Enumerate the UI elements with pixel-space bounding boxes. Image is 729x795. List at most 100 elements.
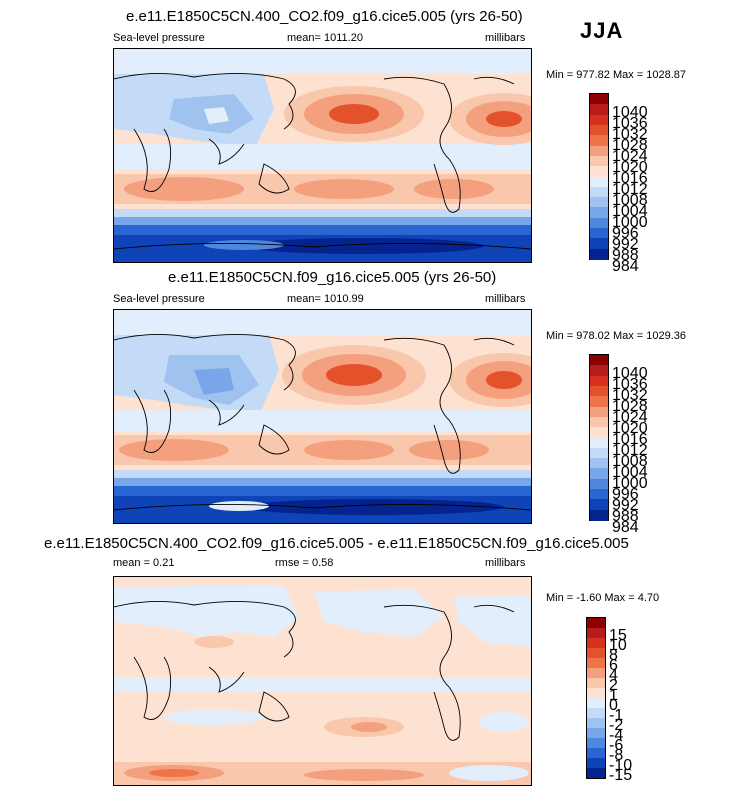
panel3-map (113, 576, 532, 786)
colorbar-swatch (590, 375, 608, 387)
panel3-map-svg (114, 577, 531, 785)
cb1-label: 988 (612, 247, 639, 264)
panel2-minmax: Min = 978.02 Max = 1029.36 (546, 330, 687, 342)
panel3-units: millibars (485, 557, 526, 569)
panel1-title: e.e11.E1850C5CN.400_CO2.f09_g16.cice5.00… (126, 8, 523, 25)
panel2-colorbar (589, 354, 609, 521)
colorbar-swatch (590, 228, 608, 240)
cb2-label: 996 (612, 486, 639, 503)
colorbar-swatch (590, 427, 608, 439)
panel2-units: millibars (485, 293, 526, 305)
colorbar-swatch (587, 758, 605, 768)
cb3-label: -8 (609, 747, 624, 764)
cb3-label: 4 (609, 667, 618, 684)
panel2-map (113, 309, 532, 524)
colorbar-swatch (587, 718, 605, 728)
colorbar-swatch (590, 478, 608, 490)
colorbar-swatch (587, 668, 605, 678)
cb3-label: -2 (609, 717, 624, 734)
colorbar-swatch (590, 207, 608, 219)
colorbar-swatch (590, 217, 608, 229)
cb2-label: 1012 (612, 442, 648, 459)
cb2-label: 1028 (612, 398, 648, 415)
panel2-colorbar-labels: 1040 1036 1032 1028 1024 1020 1016 1012 … (589, 354, 649, 536)
cb1-label: 1016 (612, 170, 648, 187)
colorbar-swatch (587, 698, 605, 708)
colorbar-swatch (590, 447, 608, 459)
cb3-label: 0 (609, 697, 618, 714)
cb1-label: 1040 (612, 104, 648, 121)
panel2-map-svg (114, 310, 531, 523)
cb3-label: -6 (609, 737, 624, 754)
colorbar-swatch (587, 738, 605, 748)
colorbar-swatch (590, 355, 608, 366)
panel1-map (113, 48, 532, 263)
cb2-label: 1004 (612, 464, 648, 481)
cb1-label: 996 (612, 225, 639, 242)
colorbar-swatch (590, 155, 608, 167)
cb3-label: 6 (609, 657, 618, 674)
colorbar-swatch (590, 416, 608, 428)
cb2-label: 1032 (612, 387, 648, 404)
cb1-label: 1020 (612, 159, 648, 176)
colorbar-swatch (587, 748, 605, 758)
cb2-label: 984 (612, 519, 639, 536)
colorbar-swatch (587, 618, 605, 628)
panel3-minmax: Min = -1.60 Max = 4.70 (546, 592, 660, 604)
colorbar-swatch (590, 176, 608, 188)
cb2-label: 1024 (612, 409, 648, 426)
panel2-mean: mean= 1010.99 (287, 293, 364, 305)
panel1-minmax: Min = 977.82 Max = 1028.87 (546, 69, 687, 81)
colorbar-swatch (590, 104, 608, 116)
cb1-label: 1032 (612, 126, 648, 143)
panel1-variable: Sea-level pressure (113, 32, 205, 44)
cb1-label: 1036 (612, 115, 648, 132)
cb1-label: 992 (612, 236, 639, 253)
panel3-mean: mean = 0.21 (113, 557, 175, 569)
cb2-label: 1016 (612, 431, 648, 448)
panel3-rmse: rmse = 0.58 (275, 557, 334, 569)
colorbar-swatch (587, 638, 605, 648)
cb2-label: 1036 (612, 376, 648, 393)
cb3-label: 15 (609, 627, 627, 644)
panel1-colorbar (589, 93, 609, 260)
cb1-label: 1008 (612, 192, 648, 209)
panel3-colorbar-labels: 15 10 8 6 4 2 1 0 -1 -2 -4 -6 -8 -10 -15 (586, 617, 646, 784)
colorbar-swatch (590, 489, 608, 501)
cb1-label: 984 (612, 258, 639, 275)
season-label: JJA (580, 18, 624, 43)
cb3-label: -4 (609, 727, 624, 744)
panel1-colorbar-labels: 1040 1036 1032 1028 1024 1020 1016 1012 … (589, 93, 649, 275)
colorbar-swatch (590, 248, 608, 260)
colorbar-swatch (590, 135, 608, 147)
cb1-label: 1028 (612, 137, 648, 154)
colorbar-swatch (587, 688, 605, 698)
cb3-label: -10 (609, 757, 633, 774)
panel3-colorbar (586, 617, 606, 779)
panel1-units: millibars (485, 32, 526, 44)
colorbar-swatch (587, 648, 605, 658)
cb2-label: 992 (612, 497, 639, 514)
colorbar-swatch (590, 468, 608, 480)
colorbar-swatch (590, 94, 608, 105)
cb3-label: 8 (609, 647, 618, 664)
colorbar-swatch (590, 114, 608, 126)
cb2-label: 988 (612, 508, 639, 525)
cb1-label: 1024 (612, 148, 648, 165)
colorbar-swatch (590, 437, 608, 449)
colorbar-swatch (590, 145, 608, 157)
colorbar-swatch (590, 458, 608, 470)
cb3-label: 2 (609, 677, 618, 694)
cb3-label: -15 (609, 767, 633, 784)
cb3-label: 1 (609, 687, 618, 704)
colorbar-swatch (587, 728, 605, 738)
colorbar-swatch (590, 124, 608, 136)
colorbar-swatch (590, 499, 608, 511)
panel2-title: e.e11.E1850C5CN.f09_g16.cice5.005 (yrs 2… (168, 269, 497, 286)
colorbar-swatch (590, 186, 608, 198)
colorbar-swatch (587, 658, 605, 668)
colorbar-swatch (590, 365, 608, 377)
colorbar-swatch (590, 385, 608, 397)
colorbar-swatch (590, 509, 608, 521)
panel1-mean: mean= 1011.20 (287, 32, 363, 44)
